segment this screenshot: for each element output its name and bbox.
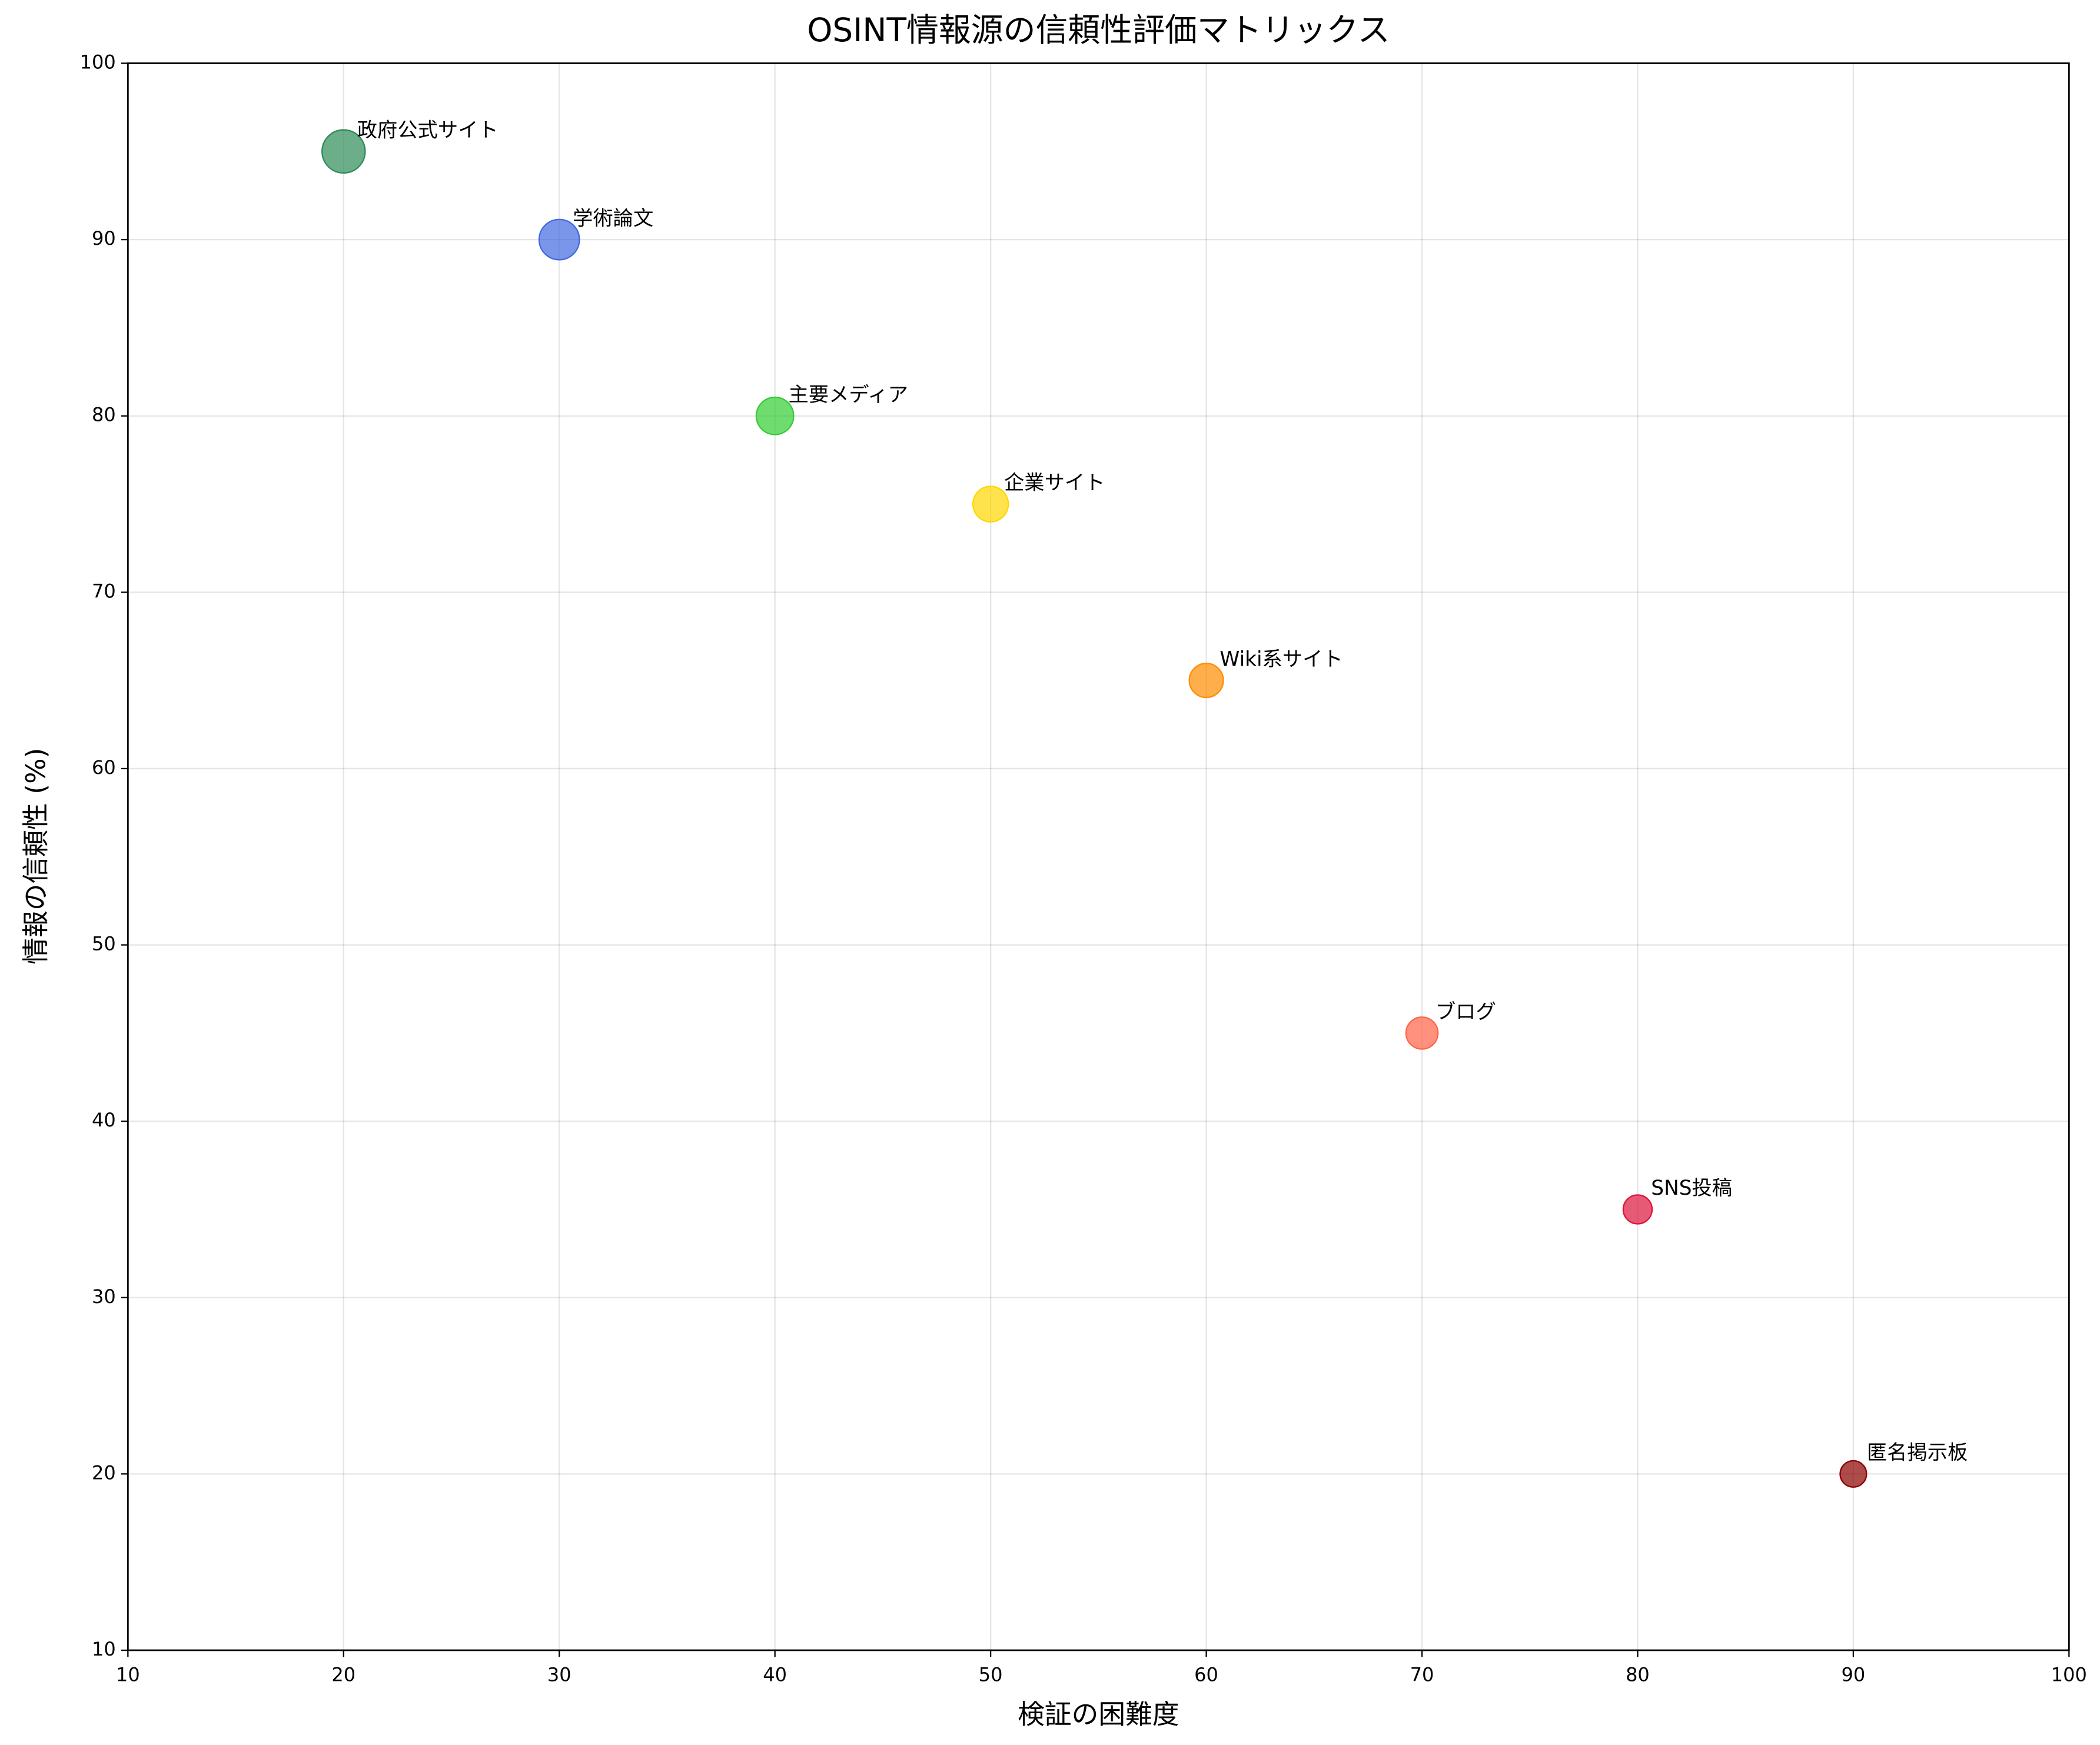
point-label: 匿名掲示板	[1867, 1441, 1968, 1465]
x-tick-label: 10	[116, 1663, 140, 1686]
point	[321, 129, 366, 174]
x-tick-label: 80	[1626, 1663, 1650, 1686]
y-axis-label: 情報の信頼性 (%)	[21, 748, 52, 965]
point-label: 政府公式サイト	[357, 118, 499, 142]
point-label: Wiki系サイト	[1220, 647, 1343, 671]
x-tick-label: 30	[547, 1663, 571, 1686]
x-tick-label: 60	[1194, 1663, 1218, 1686]
point	[755, 396, 795, 436]
y-tick-label: 20	[92, 1461, 116, 1484]
point	[1405, 1016, 1439, 1050]
point	[972, 486, 1009, 523]
y-tick-label: 40	[92, 1109, 116, 1131]
point-label: ブログ	[1436, 1001, 1496, 1024]
y-tick-label: 30	[92, 1285, 116, 1308]
x-tick-label: 50	[979, 1663, 1003, 1686]
point-label: 主要メディア	[789, 383, 908, 407]
point	[538, 218, 580, 261]
point	[1839, 1460, 1868, 1488]
x-tick-label: 90	[1842, 1663, 1866, 1686]
x-tick-label: 70	[1410, 1663, 1434, 1686]
point-label: 学術論文	[573, 207, 653, 230]
chart-title: OSINT情報源の信頼性評価マトリックス	[807, 11, 1390, 49]
x-tick-label: 100	[2051, 1663, 2087, 1686]
y-tick-label: 70	[92, 580, 116, 602]
point	[1188, 663, 1224, 699]
x-tick-label: 40	[763, 1663, 787, 1686]
point-label: SNS投稿	[1651, 1176, 1732, 1200]
x-axis-label: 検証の困難度	[1018, 1699, 1179, 1730]
plot-frame	[127, 62, 2070, 1651]
y-tick-label: 60	[92, 756, 116, 779]
y-tick-label: 50	[92, 933, 116, 955]
point	[1622, 1194, 1653, 1225]
x-tick-label: 20	[331, 1663, 355, 1686]
y-tick-label: 90	[92, 227, 116, 250]
y-tick-label: 10	[92, 1638, 116, 1660]
y-tick-label: 80	[92, 404, 116, 426]
y-tick-label: 100	[80, 51, 116, 73]
point-label: 企業サイト	[1004, 471, 1105, 495]
